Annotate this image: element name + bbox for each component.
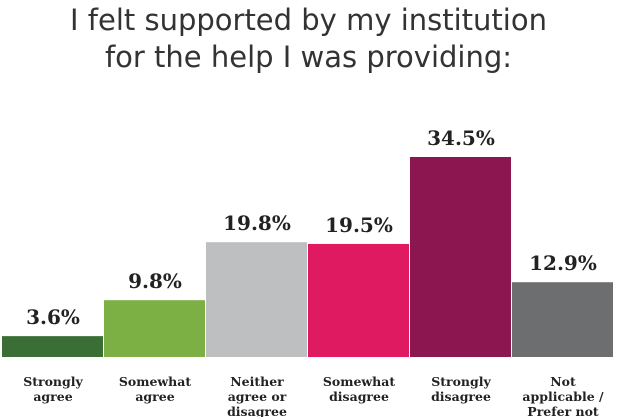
value-label: 19.8% — [223, 211, 291, 235]
value-label: 12.9% — [529, 251, 597, 275]
bar — [410, 157, 511, 357]
value-label: 9.8% — [128, 269, 182, 293]
bar — [308, 243, 409, 357]
x-tick-label: Strongly disagree — [431, 374, 491, 404]
bar — [104, 300, 205, 357]
value-label: 3.6% — [26, 305, 80, 329]
chart-title: I felt supported by my institution for t… — [70, 3, 547, 74]
x-tick-label: Not applicable / Prefer not to say — [522, 374, 604, 417]
x-tick-label: Somewhat disagree — [322, 374, 396, 404]
x-tick-label: Somewhat agree — [118, 374, 192, 404]
x-tick-label: Strongly agree — [23, 374, 83, 404]
bar — [2, 336, 103, 357]
value-label: 19.5% — [325, 213, 393, 237]
x-tick-label: Neither agree or disagree — [227, 374, 287, 417]
bar — [206, 242, 307, 357]
value-label: 34.5% — [427, 126, 495, 150]
bar — [512, 282, 613, 357]
